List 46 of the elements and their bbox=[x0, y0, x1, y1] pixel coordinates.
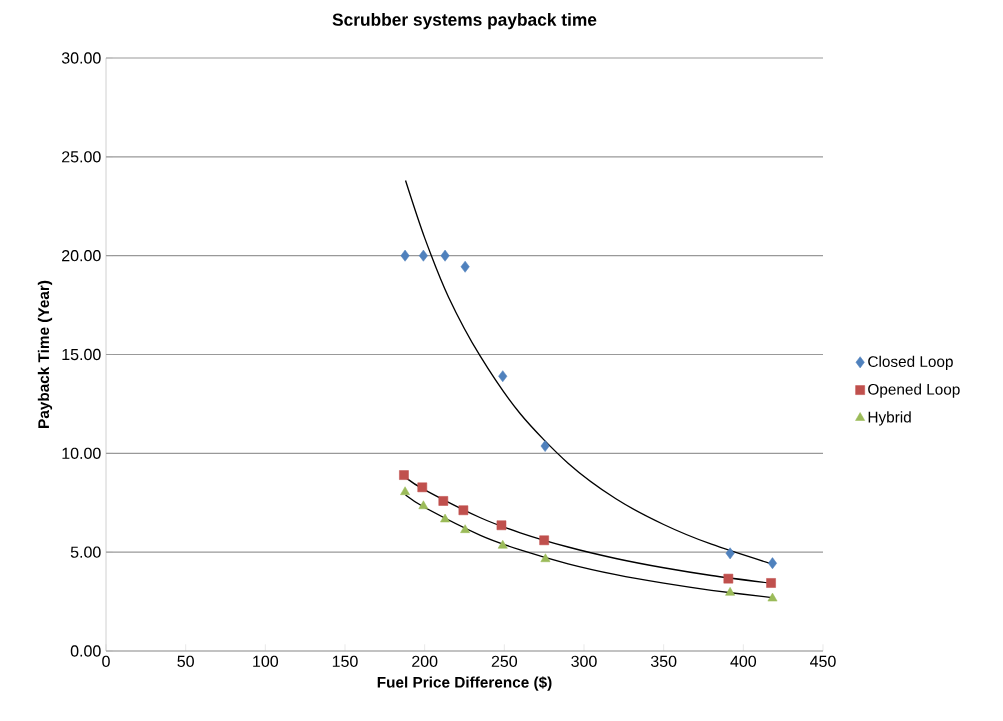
x-tick-label: 450 bbox=[810, 655, 836, 668]
point bbox=[498, 370, 508, 383]
point bbox=[460, 524, 471, 533]
y-tick-label: 30.00 bbox=[61, 52, 101, 64]
point bbox=[723, 573, 734, 584]
x-axis-title: Fuel Price Difference ($) bbox=[377, 676, 552, 691]
x-tick-label: 50 bbox=[177, 655, 194, 668]
y-axis-title: Payback Time (Year) bbox=[37, 280, 53, 428]
point bbox=[725, 547, 735, 560]
chart-title: Scrubber systems payback time bbox=[332, 13, 597, 30]
point bbox=[440, 513, 450, 523]
point bbox=[766, 578, 776, 588]
x-tick-label: 300 bbox=[571, 655, 597, 668]
x-tick-label: 150 bbox=[332, 655, 358, 668]
y-tick-label: 10.00 bbox=[62, 447, 101, 459]
point bbox=[417, 482, 428, 493]
y-tick-label: 5.00 bbox=[70, 546, 101, 558]
point bbox=[458, 505, 469, 516]
point bbox=[438, 496, 449, 506]
point bbox=[539, 535, 549, 546]
y-tick-label: 15.00 bbox=[62, 348, 101, 361]
point bbox=[496, 520, 507, 531]
point bbox=[460, 260, 470, 273]
legend-label: Hybrid bbox=[868, 411, 911, 426]
point bbox=[540, 553, 551, 563]
x-tick-label: 400 bbox=[730, 655, 757, 668]
point bbox=[767, 592, 778, 602]
x-tick-label: 100 bbox=[253, 655, 279, 668]
point bbox=[418, 500, 429, 510]
x-tick-label: 200 bbox=[412, 655, 438, 668]
point bbox=[725, 587, 735, 596]
point bbox=[400, 486, 410, 495]
y-tick-label: 0.00 bbox=[70, 645, 101, 657]
point bbox=[399, 470, 409, 480]
x-tick-label: 250 bbox=[491, 655, 518, 668]
point bbox=[418, 249, 428, 262]
point bbox=[497, 540, 508, 549]
x-tick-label: 350 bbox=[650, 655, 677, 668]
x-tick-label: 0 bbox=[102, 655, 110, 668]
y-tick-label: 20.00 bbox=[62, 250, 101, 262]
point bbox=[400, 249, 410, 262]
point bbox=[440, 249, 450, 262]
legend-label: Closed Loop bbox=[868, 355, 953, 371]
point bbox=[540, 440, 550, 452]
legend-label: Opened Loop bbox=[868, 383, 960, 398]
y-tick-label: 25.00 bbox=[62, 151, 101, 163]
